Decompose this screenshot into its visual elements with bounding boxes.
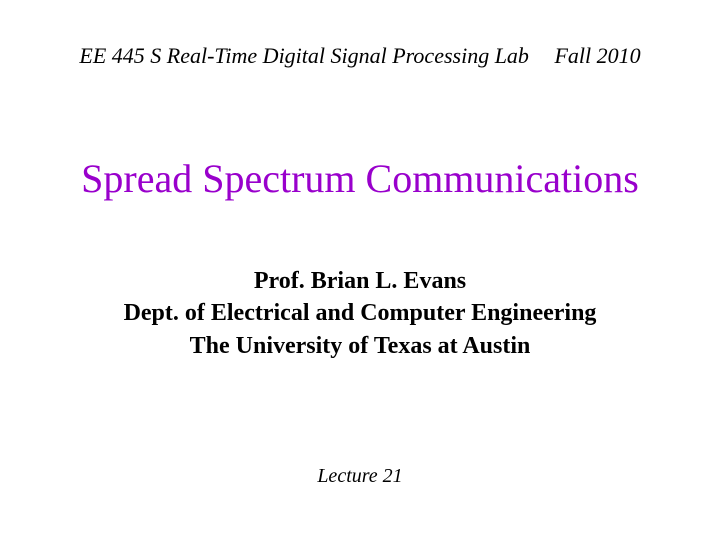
lecture-number: Lecture 21 — [0, 465, 720, 488]
author-name: Prof. Brian L. Evans — [0, 265, 720, 297]
author-dept: Dept. of Electrical and Computer Enginee… — [0, 297, 720, 329]
slide-title: Spread Spectrum Communications — [0, 155, 720, 202]
term-label: Fall 2010 — [554, 43, 640, 68]
course-code-label: EE 445 S Real-Time Digital Signal Proces… — [79, 43, 529, 68]
slide-header: EE 445 S Real-Time Digital Signal Proces… — [0, 43, 720, 69]
author-university: The University of Texas at Austin — [0, 330, 720, 362]
author-block: Prof. Brian L. Evans Dept. of Electrical… — [0, 265, 720, 362]
